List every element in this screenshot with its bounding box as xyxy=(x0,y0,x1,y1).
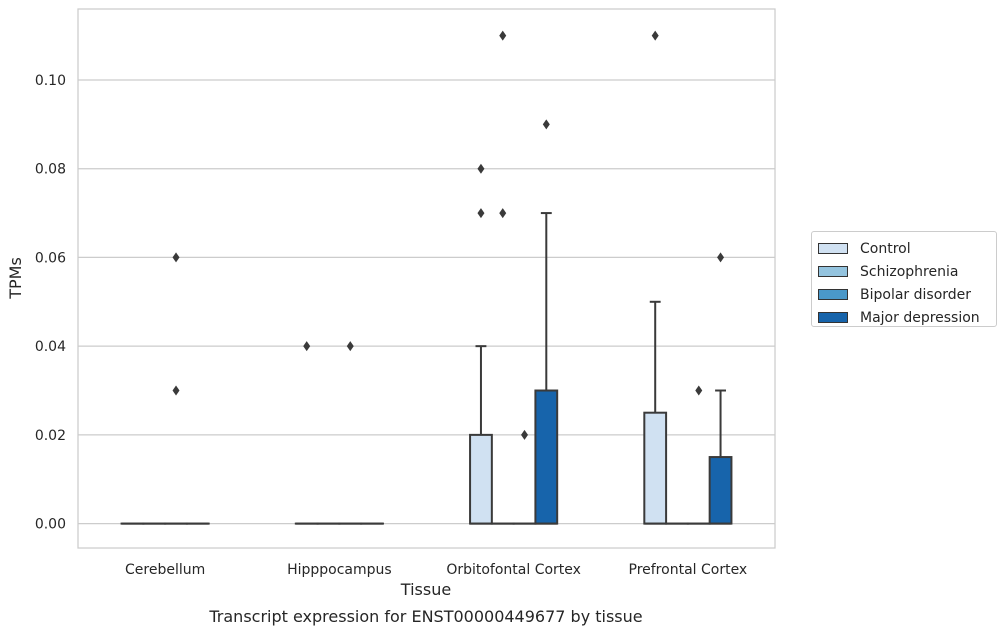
x-tick-label: Prefrontal Cortex xyxy=(629,562,748,578)
box-group xyxy=(534,119,559,525)
x-axis-title: Tissue xyxy=(400,580,451,599)
outlier-point xyxy=(499,30,507,41)
legend-label: Bipolar disorder xyxy=(860,286,972,303)
legend-item: Major depression xyxy=(818,306,996,329)
box-group xyxy=(338,341,363,525)
x-tick-labels: Cerebellum Hipppocampus Orbitofontal Corte… xyxy=(125,562,747,578)
legend-label: Control xyxy=(860,240,911,257)
y-tick-label: 0.02 xyxy=(35,428,66,444)
legend-label: Schizophrenia xyxy=(860,263,959,280)
legend-item: Bipolar disorder xyxy=(818,283,996,306)
box-group xyxy=(512,429,537,525)
legend-swatch xyxy=(818,312,848,323)
y-tick-label: 0.10 xyxy=(35,73,66,89)
plot-frame xyxy=(77,8,776,549)
box-group xyxy=(164,252,188,525)
legend-swatch xyxy=(818,289,848,300)
y-tick-label: 0.04 xyxy=(35,339,66,355)
chart-caption: Transcript expression for ENST0000044967… xyxy=(208,607,642,626)
y-tick-label: 0.06 xyxy=(35,250,66,266)
outlier-point xyxy=(172,252,180,263)
y-tick-label: 0.08 xyxy=(35,162,66,178)
outlier-point xyxy=(477,163,485,174)
legend-swatch xyxy=(818,266,848,277)
outlier-point xyxy=(477,208,485,219)
box-group xyxy=(294,341,319,525)
outlier-point xyxy=(651,30,659,41)
outlier-point xyxy=(346,341,354,352)
box-group xyxy=(686,385,711,525)
x-tick-label: Hipppocampus xyxy=(287,562,392,578)
legend-item: Control xyxy=(818,237,996,260)
box xyxy=(534,389,559,525)
x-tick-label: Orbitofontal Cortex xyxy=(446,562,581,578)
y-tick-label: 0.00 xyxy=(35,517,66,533)
outlier-point xyxy=(695,385,703,396)
box xyxy=(469,433,493,525)
y-axis-title: TPMs xyxy=(6,257,25,300)
outlier-point xyxy=(172,385,180,396)
box-group xyxy=(643,30,668,525)
gridlines xyxy=(78,79,775,525)
box-group xyxy=(490,30,515,525)
outlier-point xyxy=(303,341,311,352)
box-group xyxy=(469,163,493,525)
box-group xyxy=(708,252,733,525)
outlier-point xyxy=(717,252,725,263)
box xyxy=(643,411,668,525)
x-tick-label: Cerebellum xyxy=(125,562,205,578)
legend: Control Schizophrenia Bipolar disorder Majo… xyxy=(811,231,997,327)
legend-label: Major depression xyxy=(860,309,980,326)
y-tick-labels: 0.00 0.02 0.04 0.06 0.08 0.10 xyxy=(35,73,66,533)
legend-swatch xyxy=(818,243,848,254)
outlier-point xyxy=(499,208,507,219)
outlier-point xyxy=(521,429,529,440)
box-marks xyxy=(120,30,733,525)
outlier-point xyxy=(542,119,550,130)
box xyxy=(708,456,733,525)
legend-item: Schizophrenia xyxy=(818,260,996,283)
